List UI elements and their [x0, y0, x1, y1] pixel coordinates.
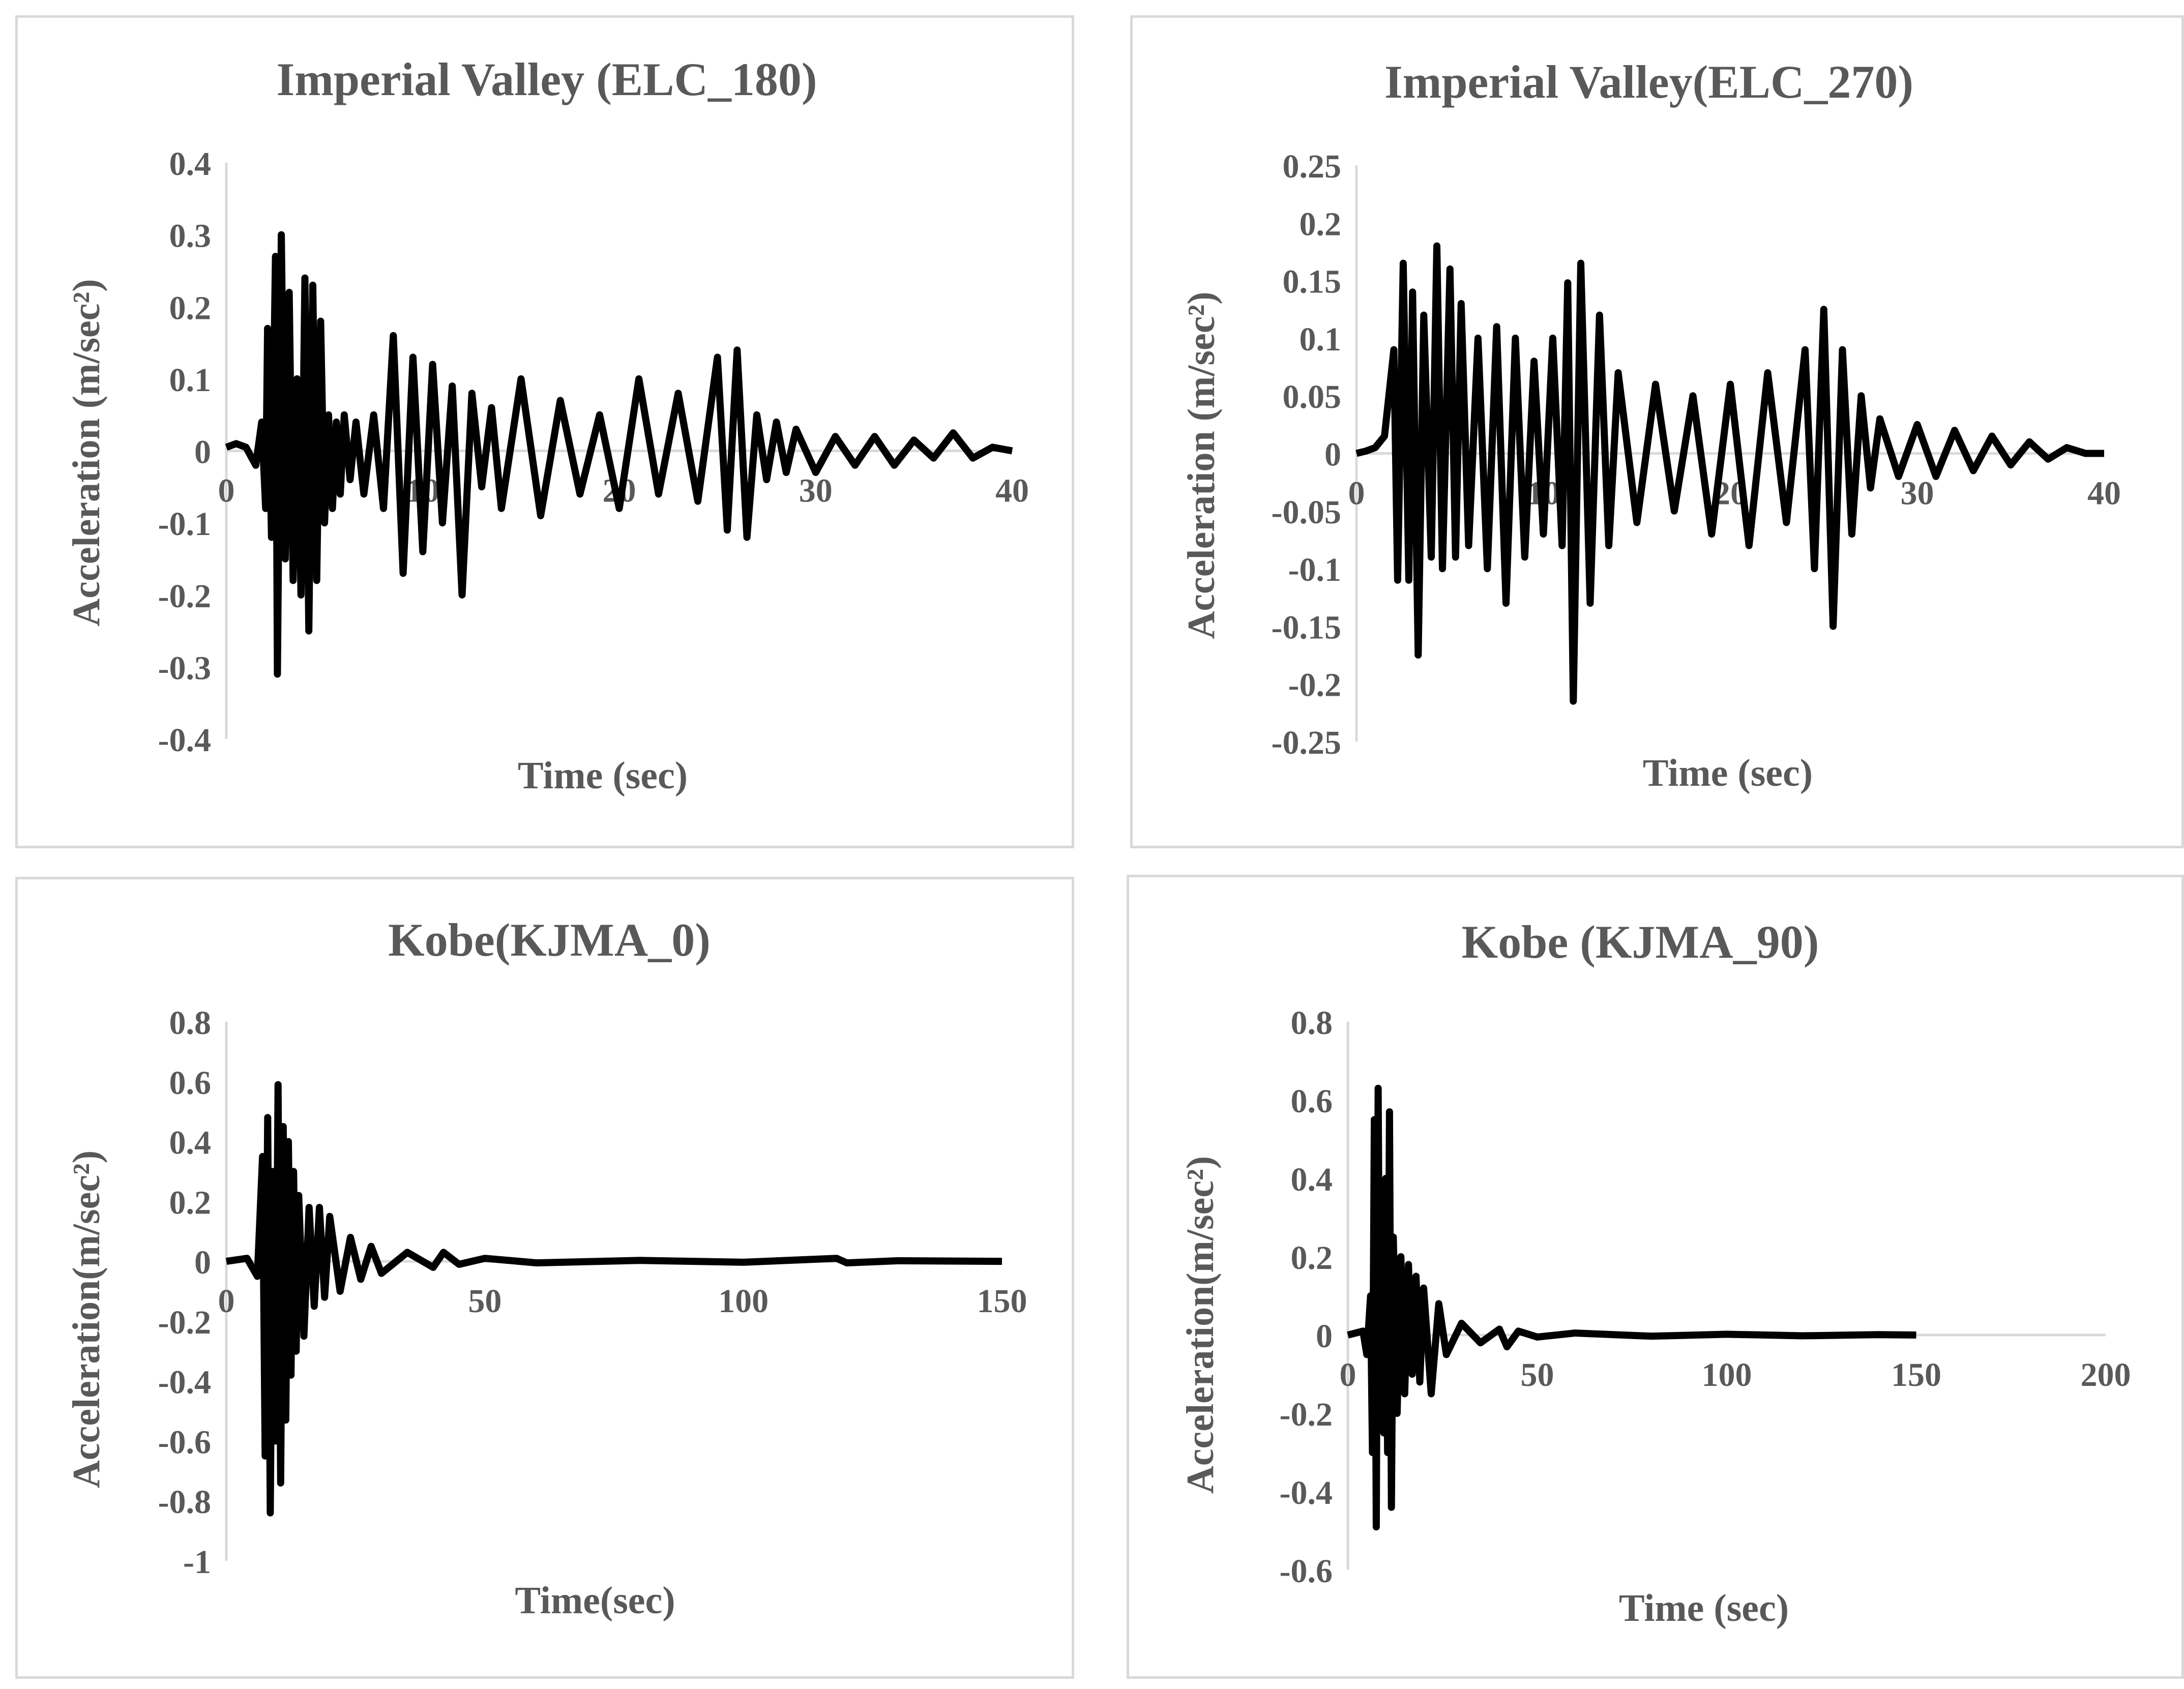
- y-tick-label: -0.25: [1272, 724, 1341, 761]
- x-tick-label: 0: [1340, 1356, 1356, 1394]
- chart-svg: Kobe (KJMA_90)0.80.60.40.20-0.2-0.4-0.60…: [1179, 916, 2131, 1629]
- chart-panel-kjma0: Kobe(KJMA_0) 0.8 0.6 0.4 0.2 0 -0.2 -0.4 -0.6 -0.…: [15, 877, 1074, 1679]
- x-axis-title: Time (sec): [518, 754, 688, 797]
- x-tick-label: 50: [468, 1283, 501, 1320]
- y-tick-label: -0.4: [158, 1364, 211, 1401]
- x-tick-label: 100: [1702, 1356, 1752, 1394]
- y-tick-label: 0.2: [1300, 205, 1342, 243]
- x-tick-label: 40: [2087, 475, 2121, 512]
- series-line: [225, 1081, 1002, 1517]
- y-axis-title: Acceleration(m/sec²): [1179, 1156, 1222, 1494]
- chart-panel-elc270: Imperial Valley(ELC_270) 0.25 0.2 0.15 0.1 0.…: [1130, 15, 2184, 848]
- y-tick-label: 0.8: [169, 1004, 212, 1042]
- x-tick-label: 40: [995, 472, 1029, 510]
- y-tick-label: 0: [194, 1244, 211, 1281]
- y-tick-label: -0.2: [1280, 1396, 1333, 1433]
- x-tick-label: 30: [1901, 475, 1934, 512]
- x-tick-label: 150: [1891, 1356, 1941, 1394]
- x-tick-label: 0: [1348, 475, 1365, 512]
- y-tick-label: 0.4: [1291, 1161, 1333, 1198]
- x-tick-label: 30: [799, 472, 833, 510]
- y-tick-label: 0.05: [1283, 378, 1342, 416]
- x-tick-label: 0: [218, 472, 235, 510]
- y-tick-label: -0.2: [158, 578, 211, 615]
- series-line: [1355, 242, 2104, 705]
- y-tick-label: 0.2: [169, 289, 212, 327]
- y-axis-title: Acceleration (m/sec²): [1180, 291, 1223, 639]
- y-axis-title: Acceleration (m/sec²): [65, 279, 108, 626]
- chart-title: Kobe (KJMA_90): [1462, 916, 1819, 968]
- y-tick-label: -0.2: [1288, 667, 1341, 704]
- y-tick-label: 0: [194, 434, 211, 471]
- y-tick-label: -0.2: [158, 1304, 211, 1341]
- x-axis-title: Time(sec): [515, 1579, 675, 1622]
- series-line: [225, 231, 1013, 678]
- y-tick-label: 0.4: [169, 145, 212, 183]
- chart-title: Imperial Valley(ELC_270): [1384, 56, 1913, 108]
- x-tick-label: 100: [718, 1283, 769, 1320]
- chart-svg: Imperial Valley (ELC_180)0.40.30.20.10-0…: [65, 53, 1029, 797]
- y-tick-label: 0: [1316, 1318, 1333, 1355]
- y-tick-label: 0: [1324, 436, 1341, 473]
- chart-svg: Kobe(KJMA_0)0.80.60.40.20-0.2-0.4-0.6-0.…: [65, 914, 1027, 1622]
- y-tick-label: -1: [183, 1544, 211, 1581]
- chart-panel-elc180: Imperial Valley (ELC_180) 0.4 0.3 0.2 0.1 0 -0…: [15, 15, 1074, 848]
- y-tick-label: 0.6: [1291, 1083, 1333, 1120]
- y-tick-label: 0.2: [1291, 1239, 1333, 1277]
- y-tick-label: -0.6: [158, 1424, 211, 1461]
- chart-title: Kobe(KJMA_0): [388, 914, 711, 966]
- x-axis-title: Time (sec): [1643, 752, 1813, 794]
- y-tick-label: -0.3: [158, 649, 211, 687]
- y-tick-label: -0.1: [1288, 551, 1341, 588]
- x-tick-label: 0: [218, 1283, 235, 1320]
- y-tick-label: 0.2: [169, 1184, 212, 1221]
- x-tick-label: 50: [1521, 1356, 1554, 1394]
- y-tick-label: 0.25: [1283, 148, 1342, 185]
- series-line: [1347, 1084, 1916, 1531]
- chart-title: Imperial Valley (ELC_180): [276, 53, 817, 105]
- y-axis-title: Acceleration(m/sec²): [65, 1150, 108, 1488]
- y-tick-label: -0.6: [1280, 1553, 1333, 1590]
- y-tick-label: 0.1: [1300, 321, 1342, 358]
- y-tick-label: -0.1: [158, 506, 211, 543]
- y-tick-label: 0.6: [169, 1064, 212, 1102]
- y-tick-label: 0.1: [169, 362, 212, 399]
- y-tick-label: -0.4: [1280, 1474, 1333, 1512]
- y-tick-label: 0.8: [1291, 1004, 1333, 1042]
- chart-panel-kjma90: Kobe (KJMA_90) 0.8 0.6 0.4 0.2 0 -0.2 -0.4 -0.6 0…: [1127, 875, 2184, 1679]
- chart-svg: Imperial Valley(ELC_270) 0.25 0.2 0.15 0.1 0.…: [1180, 56, 2121, 794]
- y-tick-label: 0.3: [169, 218, 212, 255]
- y-tick-label: 0.4: [169, 1124, 212, 1162]
- y-tick-label: -0.05: [1272, 494, 1341, 531]
- y-tick-label: -0.15: [1272, 609, 1341, 646]
- y-tick-label: -0.8: [158, 1484, 211, 1521]
- y-tick-label: -0.4: [158, 722, 211, 759]
- x-tick-label: 150: [977, 1283, 1027, 1320]
- x-tick-label: 200: [2081, 1356, 2131, 1394]
- y-tick-label: 0.15: [1283, 263, 1342, 301]
- x-axis-title: Time (sec): [1619, 1587, 1789, 1629]
